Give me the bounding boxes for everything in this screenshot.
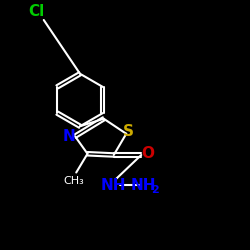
- Text: O: O: [142, 146, 154, 160]
- Text: N: N: [63, 129, 76, 144]
- Text: Cl: Cl: [28, 4, 44, 19]
- Text: S: S: [123, 124, 134, 139]
- Text: 2: 2: [151, 185, 159, 195]
- Text: NH: NH: [131, 178, 156, 192]
- Text: NH: NH: [101, 178, 126, 192]
- Text: CH₃: CH₃: [64, 176, 84, 186]
